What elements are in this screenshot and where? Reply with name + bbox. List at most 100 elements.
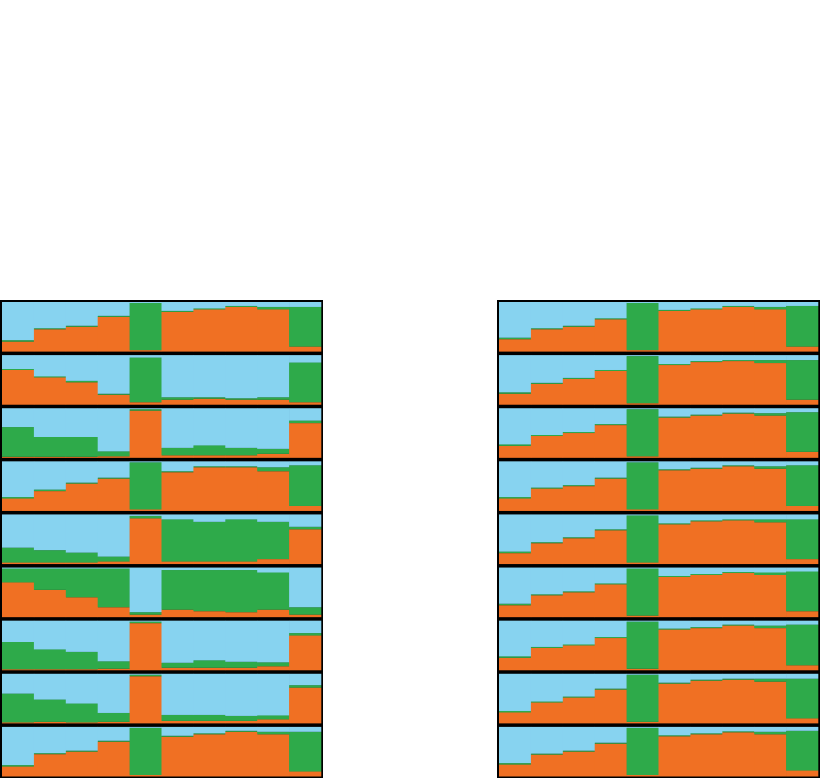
bar-segment (530, 382, 564, 384)
bar-segment (626, 568, 659, 616)
bar-segment (2, 673, 35, 694)
bar-segment (97, 478, 130, 511)
bar-segment (65, 703, 98, 723)
bar-segment (289, 620, 322, 634)
bar-segment (594, 302, 627, 319)
bar-segment (722, 673, 755, 679)
bar-segment (786, 519, 819, 560)
bar-segment (690, 362, 723, 405)
bar-segment (499, 445, 532, 458)
bar-segment (65, 651, 98, 670)
bar-segment (594, 319, 627, 352)
bar-segment (257, 715, 290, 720)
bar-segment (33, 754, 67, 777)
bar-segment (193, 466, 226, 468)
bar-segment (499, 302, 532, 338)
bar-segment (786, 514, 819, 520)
bar-segment (193, 398, 226, 405)
bar-segment (658, 408, 691, 417)
bar-segment (658, 364, 691, 366)
bar-segment (193, 302, 226, 309)
bar-segment (225, 731, 258, 777)
bar-segment (97, 302, 130, 316)
bar-segment (594, 514, 627, 530)
bar-segment (129, 302, 162, 351)
bar-segment (257, 666, 290, 671)
bar-segment (161, 447, 194, 456)
bar-segment (722, 461, 755, 466)
bar-segment (562, 591, 595, 593)
bar-segment (225, 720, 258, 724)
bar-segment (161, 720, 194, 724)
bar-segment (754, 572, 787, 575)
bar-segment (658, 628, 691, 630)
bar-segment (626, 350, 659, 352)
bar-segment (722, 408, 755, 413)
bar-segment (65, 326, 98, 352)
bar-segment (786, 355, 819, 361)
bar-segment (626, 673, 659, 675)
bar-segment (225, 398, 258, 400)
bar-segment (225, 466, 258, 468)
bar-segment (786, 302, 819, 306)
bar-segment (97, 514, 130, 557)
bar-segment (129, 676, 162, 724)
bar-segment (754, 574, 787, 618)
bar-segment (754, 620, 787, 626)
bar-segment (161, 311, 194, 352)
bar-segment (161, 714, 194, 721)
bar-segment (65, 562, 98, 565)
bar-segment (97, 607, 130, 618)
bar-segment (2, 427, 35, 457)
bar-segment (161, 561, 194, 565)
bar-segment (225, 726, 258, 731)
bar-segment (97, 393, 130, 395)
bar-segment (161, 673, 194, 715)
bar-segment (289, 306, 322, 347)
bar-segment (129, 623, 162, 671)
bar-segment (65, 482, 98, 484)
bar-segment (722, 302, 755, 306)
bar-segment (65, 325, 98, 327)
bar-segment (626, 462, 659, 510)
bar-segment (257, 302, 290, 307)
bar-segment (626, 302, 659, 351)
bar-segment (690, 726, 723, 734)
bar-segment (33, 568, 67, 590)
bar-segment (97, 461, 130, 478)
bar-segment (193, 309, 226, 352)
bar-segment (722, 726, 755, 732)
bar-segment (690, 680, 723, 724)
bar-segment (97, 567, 130, 569)
bar-segment (2, 567, 35, 569)
bar-segment (690, 514, 723, 521)
bar-segment (97, 568, 130, 608)
bar-segment (562, 302, 595, 326)
bar-segment (65, 436, 98, 457)
bar-segment (33, 377, 67, 405)
bar-segment (530, 328, 564, 330)
bar-segment (33, 491, 67, 511)
bar-segment (722, 514, 755, 520)
bar-segment (786, 408, 819, 413)
bar-segment (2, 722, 35, 724)
bar-segment (562, 567, 595, 592)
bar-segment (722, 413, 755, 458)
bar-segment (594, 355, 627, 370)
bar-segment (562, 726, 595, 751)
bar-segment (658, 310, 691, 352)
bar-segment (193, 567, 226, 571)
bar-segment (562, 378, 595, 405)
bar-segment (225, 667, 258, 671)
bar-segment (65, 726, 98, 751)
bar-segment (499, 497, 532, 499)
bar-segment (690, 567, 723, 575)
bar-segment (754, 726, 787, 732)
bar-segment (33, 489, 67, 492)
bar-segment (562, 620, 595, 645)
bar-segment (2, 641, 35, 670)
bar-segment (257, 397, 290, 400)
bar-segment (754, 678, 787, 682)
bar-segment (562, 461, 595, 486)
bar-segment (161, 519, 194, 562)
